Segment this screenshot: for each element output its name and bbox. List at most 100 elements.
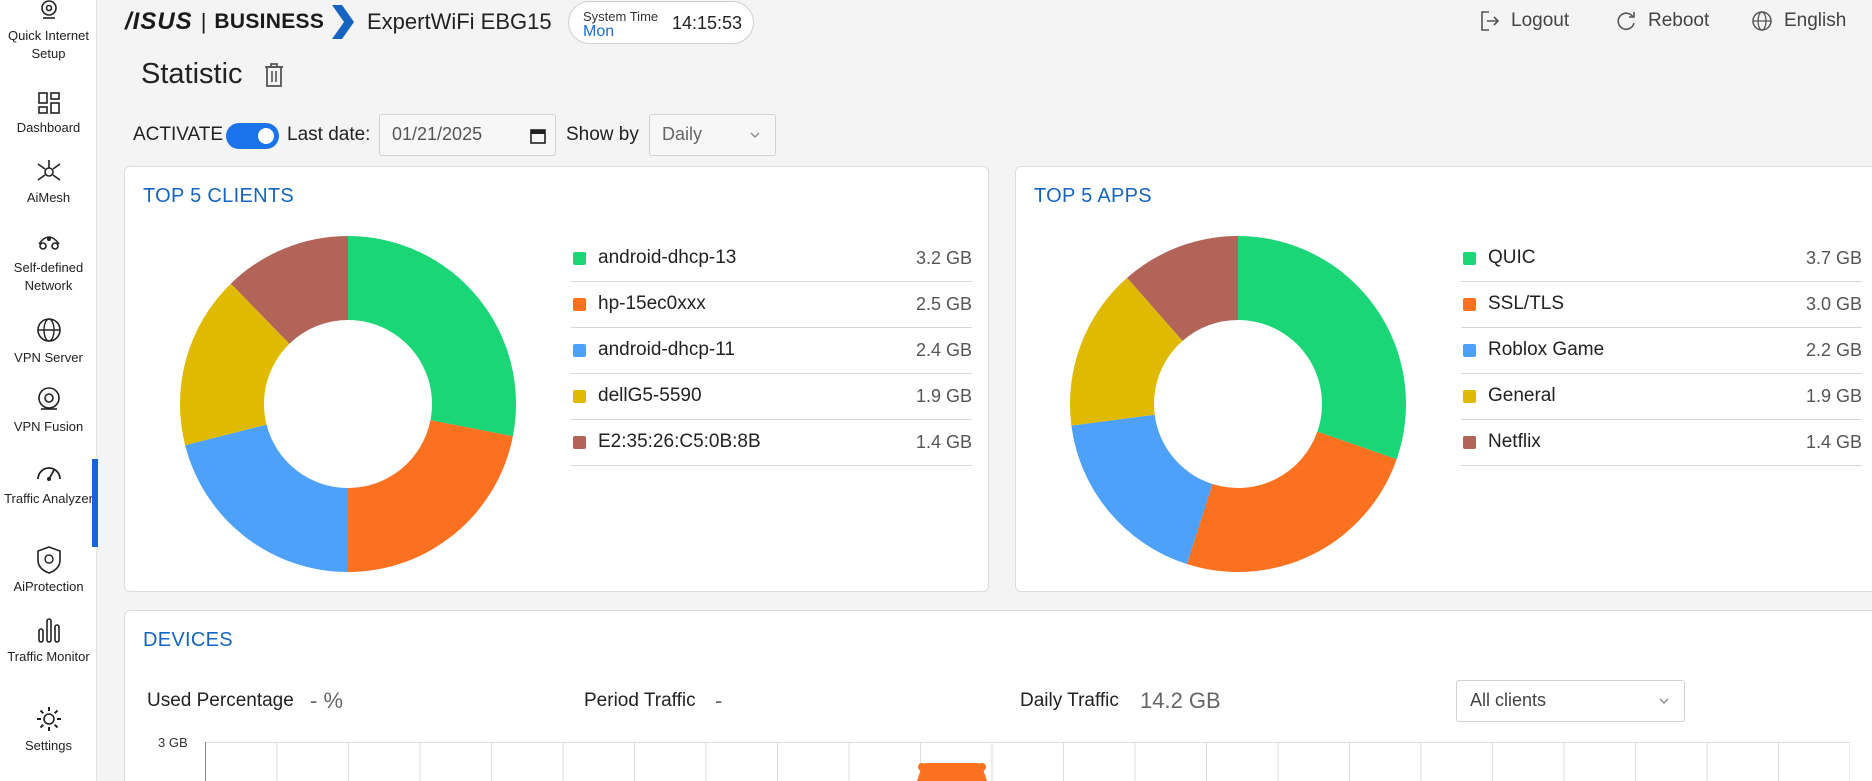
brand-chevron-icon	[332, 5, 355, 39]
sidebar-item-vpn-fusion[interactable]: VPN Fusion	[0, 385, 97, 436]
sidebar-item-aiprotection[interactable]: AiProtection	[0, 545, 97, 596]
app-legend-name: QUIC	[1488, 247, 1536, 268]
app-slice-4[interactable]	[1070, 277, 1183, 426]
reboot-button[interactable]: Reboot	[1614, 9, 1709, 33]
used-percentage-value: - %	[310, 688, 343, 713]
legend-color-swatch	[1463, 390, 1476, 403]
sidebar-item-vpn-server[interactable]: VPN Server	[0, 316, 97, 367]
top-header: /ISUS | BUSINESS ExpertWiFi EBG15 System…	[97, 0, 1872, 44]
client-slice-4[interactable]	[180, 283, 290, 446]
client-slice-5[interactable]	[230, 236, 348, 344]
devices-traffic-chart	[205, 742, 1850, 781]
chevron-down-icon	[750, 132, 760, 138]
quick-setup-icon	[40, 0, 57, 19]
app-legend-item[interactable]: SSL/TLS 3.0 GB	[1461, 282, 1862, 328]
language-label: English	[1784, 10, 1847, 31]
app-legend-item[interactable]: Netflix 1.4 GB	[1461, 420, 1862, 466]
app-slice-3[interactable]	[1071, 414, 1213, 565]
calendar-icon[interactable]	[529, 127, 547, 145]
legend-color-swatch	[1463, 298, 1476, 311]
period-traffic-value: -	[715, 688, 723, 713]
client-legend-name: dellG5-5590	[598, 385, 702, 406]
sidebar-item-quick-internet-setup[interactable]: Quick Internet Setup	[0, 0, 97, 63]
chart-point	[918, 763, 926, 771]
system-time: System Time Mon 14:15:53	[568, 1, 754, 44]
sidebar-item-label: Quick Internet Setup	[8, 28, 89, 61]
activate-label: ACTIVATE	[133, 124, 224, 145]
trash-icon[interactable]	[262, 62, 286, 88]
client-legend-name: android-dhcp-11	[598, 339, 735, 360]
reboot-icon	[1617, 12, 1635, 30]
app-legend-item[interactable]: General 1.9 GB	[1461, 374, 1862, 420]
sidebar-item-label: Settings	[25, 738, 72, 753]
client-legend-item[interactable]: hp-15ec0xxx 2.5 GB	[571, 282, 972, 328]
system-time-clock: 14:15:53	[672, 13, 743, 33]
client-legend-value: 2.5 GB	[915, 294, 972, 314]
sidebar-item-label: Traffic Monitor	[7, 649, 90, 664]
client-filter-select[interactable]: All clients	[1456, 680, 1685, 722]
app-legend-item[interactable]: Roblox Game 2.2 GB	[1461, 328, 1862, 374]
client-slice-1[interactable]	[348, 236, 516, 437]
sidebar-item-aimesh[interactable]: AiMesh	[0, 158, 97, 207]
client-legend-value: 2.4 GB	[915, 340, 972, 360]
client-legend-item[interactable]: android-dhcp-11 2.4 GB	[571, 328, 972, 374]
app-legend-name: Roblox Game	[1488, 339, 1605, 360]
app-legend-value: 1.4 GB	[1805, 432, 1862, 452]
show-by-label: Show by	[566, 124, 639, 145]
legend-color-swatch	[1463, 252, 1476, 265]
client-legend-name: E2:35:26:C5:0B:8B	[598, 431, 761, 452]
traffic-analyzer-icon	[36, 467, 61, 481]
app-slice-5[interactable]	[1127, 236, 1238, 341]
sidebar-item-label: Self-defined Network	[13, 260, 84, 293]
top-apps-donut-chart	[1070, 236, 1406, 572]
traffic-monitor-icon	[37, 618, 60, 643]
app-slice-1[interactable]	[1238, 236, 1406, 460]
activate-toggle[interactable]	[226, 123, 279, 149]
legend-color-swatch	[1463, 344, 1476, 357]
legend-color-swatch	[573, 390, 586, 403]
reboot-label: Reboot	[1648, 10, 1710, 31]
asus-logo: /ISUS	[125, 8, 193, 35]
aimesh-icon	[37, 160, 60, 181]
chevron-down-icon	[1659, 698, 1669, 704]
show-by-select[interactable]: Daily	[649, 114, 776, 156]
client-slice-3[interactable]	[185, 424, 348, 572]
business-label: BUSINESS	[214, 10, 325, 33]
sidebar-item-settings[interactable]: Settings	[0, 704, 97, 755]
client-legend-item[interactable]: E2:35:26:C5:0B:8B 1.4 GB	[571, 420, 972, 466]
top-clients-card: TOP 5 CLIENTS android-dhcp-13 3.2 GB hp-15…	[124, 166, 989, 592]
aiprotection-icon	[36, 546, 61, 574]
legend-color-swatch	[573, 252, 586, 265]
settings-icon	[36, 707, 61, 731]
device-model: ExpertWiFi EBG15	[367, 9, 552, 34]
client-slice-2[interactable]	[348, 420, 513, 572]
sidebar-item-dashboard[interactable]: Dashboard	[0, 90, 97, 137]
sidebar-item-label: AiMesh	[26, 190, 71, 205]
client-legend-value: 1.4 GB	[915, 432, 972, 452]
app-legend-item[interactable]: QUIC 3.7 GB	[1461, 236, 1862, 282]
y-axis-top-label: 3 GB	[158, 735, 188, 750]
daily-traffic-label: Daily Traffic	[1020, 690, 1119, 711]
chart-bar[interactable]	[917, 763, 987, 781]
language-selector[interactable]: English	[1750, 9, 1846, 33]
last-date-value: 01/21/2025	[392, 124, 483, 144]
sidebar-item-traffic-analyzer[interactable]: Traffic Analyzer	[0, 459, 98, 547]
daily-traffic-value: 14.2 GB	[1140, 688, 1221, 713]
sidebar-item-label: AiProtection	[13, 579, 84, 594]
globe-icon	[1752, 11, 1772, 31]
client-legend-value: 3.2 GB	[915, 248, 972, 268]
vpn-fusion-icon	[37, 387, 60, 410]
used-percentage-label: Used Percentage	[147, 690, 294, 711]
app-legend-value: 3.0 GB	[1805, 294, 1862, 314]
sidebar-item-self-defined-network[interactable]: Self-defined Network	[0, 228, 97, 295]
logout-button[interactable]: Logout	[1479, 9, 1569, 33]
client-legend-item[interactable]: android-dhcp-13 3.2 GB	[571, 236, 972, 282]
client-legend-item[interactable]: dellG5-5590 1.9 GB	[571, 374, 972, 420]
app-legend-name: Netflix	[1488, 431, 1541, 452]
legend-color-swatch	[573, 344, 586, 357]
system-time-day: Mon	[583, 23, 615, 40]
top-clients-donut-chart	[180, 236, 516, 572]
sidebar-item-traffic-monitor[interactable]: Traffic Monitor	[0, 615, 97, 666]
app-slice-2[interactable]	[1186, 431, 1397, 572]
last-date-input[interactable]: 01/21/2025	[379, 114, 556, 156]
